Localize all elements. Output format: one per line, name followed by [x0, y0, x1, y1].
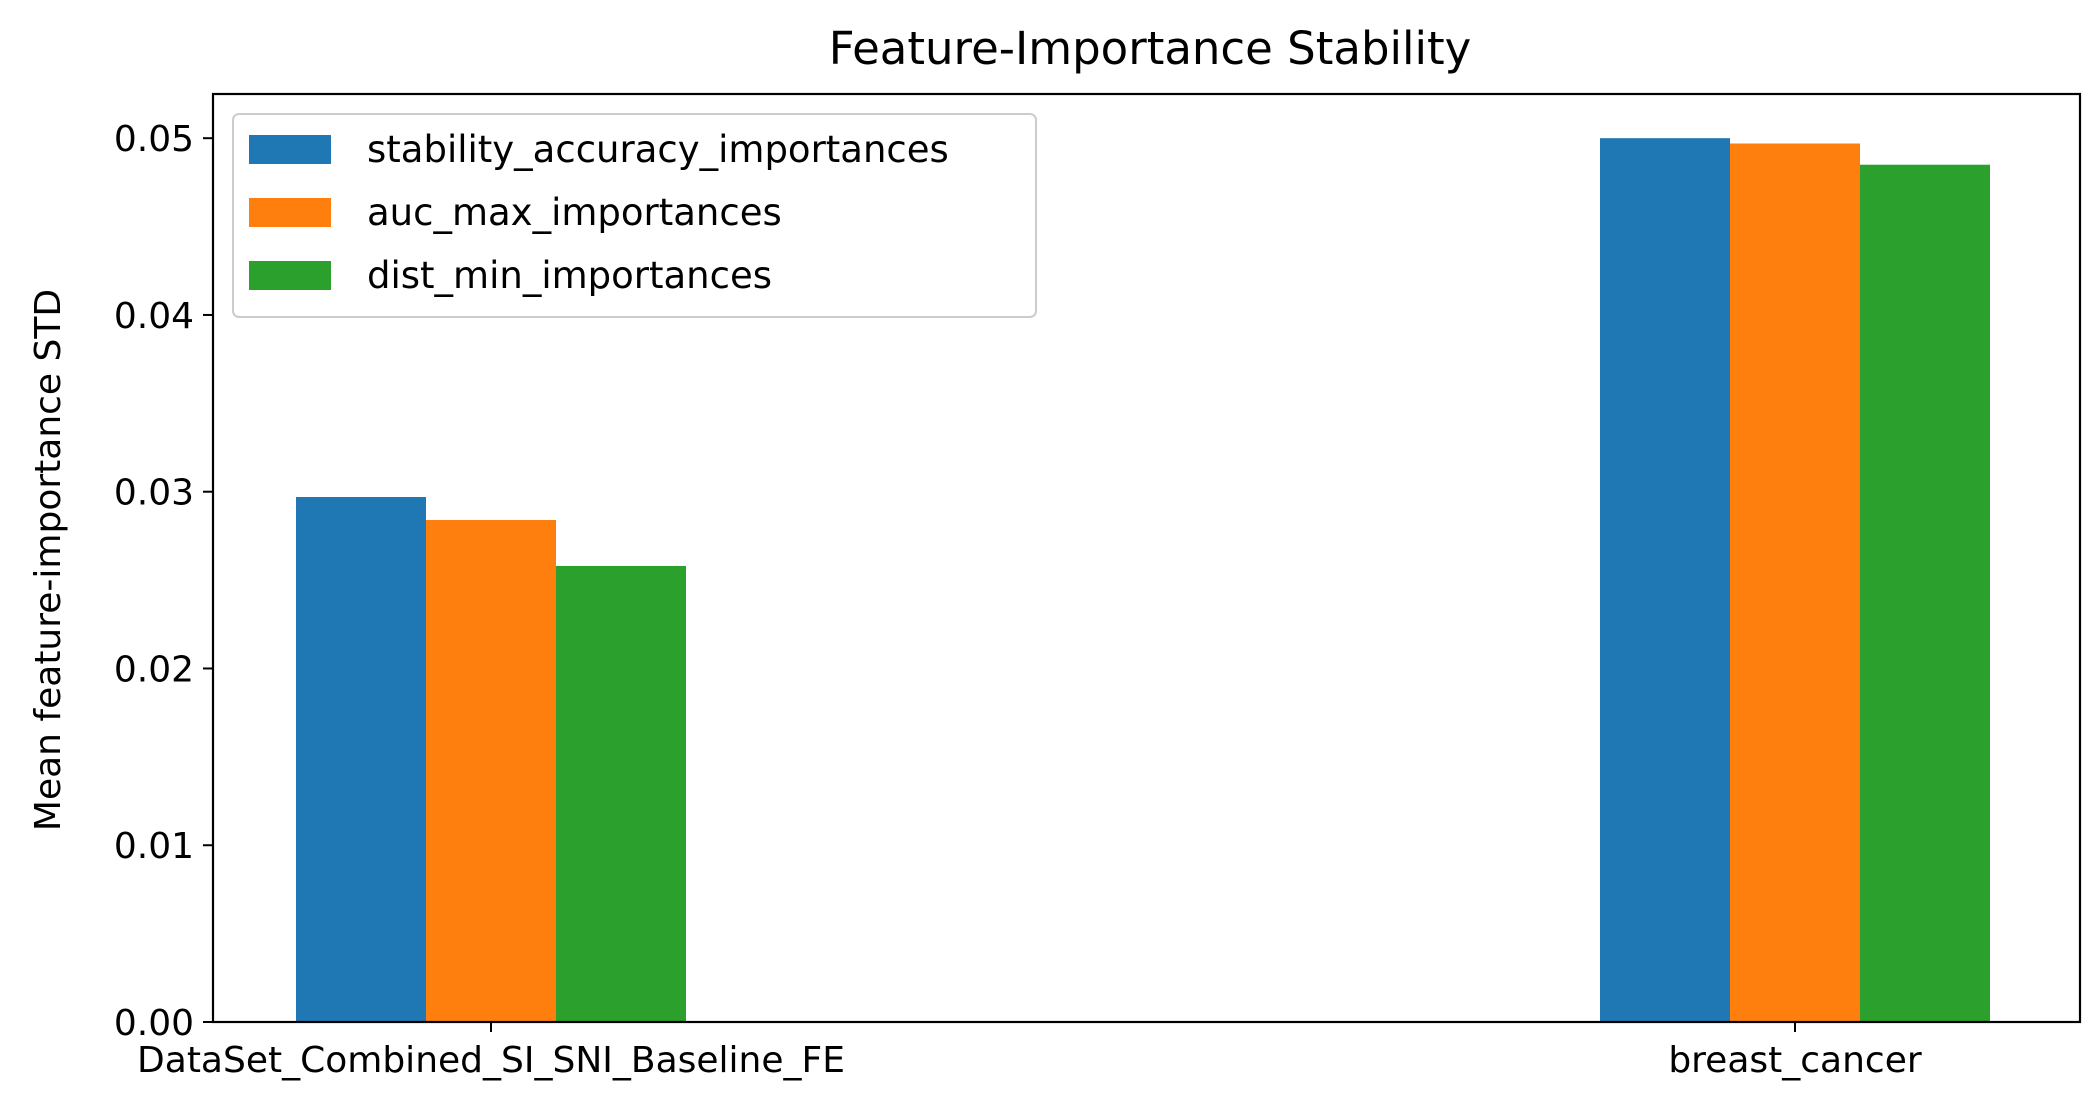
bar-stability_accuracy_importances-0 — [296, 497, 426, 1022]
legend-label-0: stability_accuracy_importances — [367, 128, 949, 171]
axes-layer: 0.00 0.01 0.02 0.03 0.04 0.05 DataSet_Combined… — [114, 92, 2082, 1081]
y-tick-label-4: 0.04 — [114, 296, 194, 337]
legend-label-2: dist_min_importances — [367, 254, 772, 297]
bars-layer — [296, 138, 1990, 1022]
legend-swatch-2 — [249, 261, 331, 290]
y-tick-label-3: 0.03 — [114, 473, 194, 514]
bar-auc_max_importances-0 — [426, 519, 556, 1022]
y-tick-label-1: 0.01 — [114, 826, 194, 867]
y-tick-label-5: 0.05 — [114, 119, 194, 160]
plot-frame — [211, 92, 2082, 1024]
y-axis-label: Mean feature-importance STD — [28, 289, 69, 831]
legend-box — [232, 113, 1037, 318]
legend-swatch-0 — [249, 135, 331, 164]
bar-dist_min_importances-1 — [1860, 164, 1990, 1022]
bar-stability_accuracy_importances-1 — [1600, 138, 1730, 1022]
y-tick-label-0: 0.00 — [114, 1003, 194, 1044]
legend-swatch-1 — [249, 198, 331, 227]
bar-dist_min_importances-0 — [556, 565, 686, 1022]
bar-auc_max_importances-1 — [1730, 143, 1860, 1022]
legend: stability_accuracy_importances auc_max_im… — [232, 113, 1037, 318]
chart-title: Feature-Importance Stability — [829, 22, 1472, 75]
x-tick-label-0: DataSet_Combined_SI_SNI_Baseline_FE — [137, 1040, 845, 1081]
y-tick-label-2: 0.02 — [114, 649, 194, 690]
legend-label-1: auc_max_importances — [367, 191, 782, 234]
x-tick-label-1: breast_cancer — [1668, 1040, 1922, 1081]
